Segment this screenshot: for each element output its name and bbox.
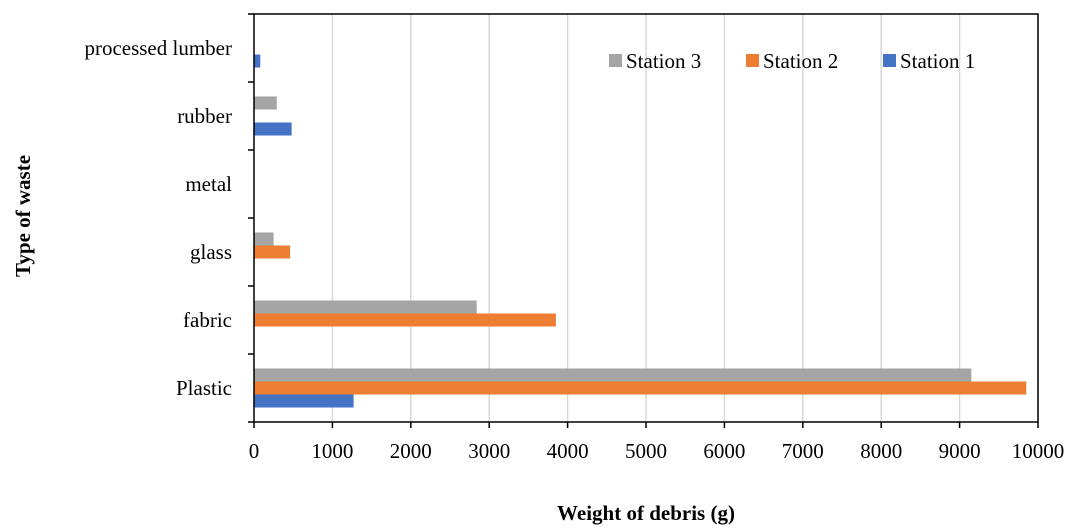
axes — [248, 13, 1039, 428]
category-labels: Plastic fabric glass metal rubber processed l… — [84, 36, 232, 400]
legend-label: Station 1 — [900, 49, 975, 73]
legend-label: Station 2 — [763, 49, 838, 73]
category-label: fabric — [183, 308, 232, 332]
bar — [254, 54, 261, 68]
category-label: rubber — [177, 104, 232, 128]
bar — [254, 368, 972, 382]
x-tick-label: 0 — [249, 439, 260, 463]
legend: Station 3 Station 2 Station 1 — [609, 49, 975, 73]
bar-group — [254, 54, 1027, 408]
x-tick-label: 2000 — [390, 439, 432, 463]
x-tick-label: 4000 — [547, 439, 589, 463]
x-tick-label: 8000 — [860, 439, 902, 463]
x-tick-label: 5000 — [625, 439, 667, 463]
bar — [254, 232, 274, 246]
legend-label: Station 3 — [626, 49, 701, 73]
grid-lines — [331, 14, 1039, 422]
x-tick-label: 9000 — [939, 439, 981, 463]
category-label: Plastic — [176, 376, 232, 400]
bar — [254, 96, 277, 110]
x-tick-label: 3000 — [468, 439, 510, 463]
legend-swatch — [609, 54, 622, 67]
x-tick-label: 6000 — [703, 439, 745, 463]
bar — [254, 122, 292, 136]
category-label: glass — [190, 240, 232, 264]
bar — [254, 313, 556, 327]
bar — [254, 394, 354, 408]
bar — [254, 381, 1027, 395]
x-axis-title: Weight of debris (g) — [557, 501, 735, 525]
legend-swatch — [883, 54, 896, 67]
bar — [254, 245, 291, 259]
legend-swatch — [746, 54, 759, 67]
x-tick-labels: 0 1000 2000 3000 4000 5000 6000 7000 8000 9000 100… — [249, 439, 1065, 463]
x-tick-label: 7000 — [782, 439, 824, 463]
y-axis-title: Type of waste — [11, 155, 35, 277]
x-tick-label: 1000 — [311, 439, 353, 463]
x-tick-label: 10000 — [1012, 439, 1065, 463]
category-label: metal — [185, 172, 232, 196]
bar — [254, 300, 477, 314]
category-label: processed lumber — [84, 36, 232, 60]
